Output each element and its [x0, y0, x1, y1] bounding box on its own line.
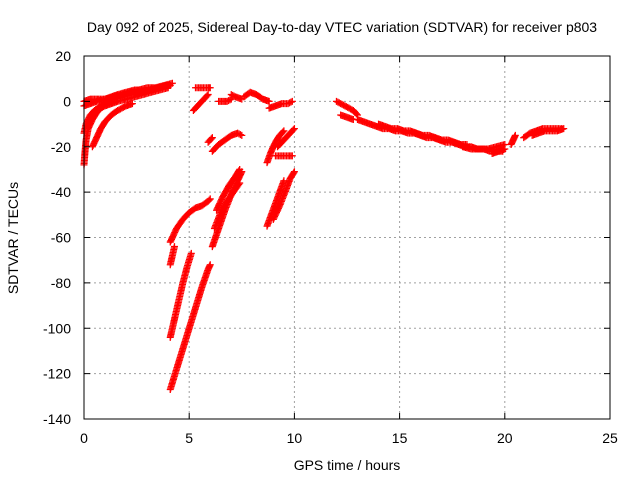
data-point [290, 169, 298, 177]
data-point [206, 84, 214, 92]
y-tick-label: -100 [43, 320, 71, 336]
y-axis-label: SDTVAR / TECUs [5, 182, 21, 294]
x-tick-label: 25 [602, 430, 618, 446]
x-tick-label: 10 [287, 430, 303, 446]
plot-frame [83, 55, 611, 420]
data-point [290, 125, 298, 133]
data-point [279, 128, 287, 136]
y-tick-label: -40 [51, 184, 71, 200]
data-point [280, 127, 288, 135]
data-point [352, 110, 360, 118]
x-tick-label: 5 [185, 430, 193, 446]
data-point [236, 165, 244, 173]
data-point [226, 96, 234, 104]
y-tick-label: -140 [43, 411, 71, 427]
y-tick-label: -120 [43, 366, 71, 382]
data-point [187, 249, 195, 257]
data-point [290, 168, 298, 176]
data-point [511, 131, 519, 139]
y-tick-label: 0 [63, 93, 71, 109]
data-point [206, 195, 214, 203]
grid-lines [84, 56, 610, 419]
y-tick-label: -60 [51, 230, 71, 246]
chart-title: Day 092 of 2025, Sidereal Day-to-day VTE… [87, 19, 597, 35]
data-point [238, 131, 246, 139]
data-point [204, 91, 212, 99]
data-point [205, 196, 213, 204]
data-point [235, 180, 243, 188]
data-point [168, 79, 176, 87]
data-point [128, 100, 136, 108]
axis-ticks: -140 -120 -100 -80 -60 -40 -20 0 20 0 5 10 15 20 25 [43, 48, 618, 446]
data-point [287, 98, 295, 106]
data-point [139, 86, 147, 94]
data-point [207, 135, 215, 143]
x-axis-label: GPS time / hours [294, 457, 401, 473]
y-tick-label: -20 [51, 139, 71, 155]
data-point [206, 261, 214, 269]
data-point [560, 125, 568, 133]
data-points [80, 79, 568, 394]
data-point [288, 152, 296, 160]
data-point [501, 145, 509, 153]
data-point [203, 92, 211, 100]
x-tick-label: 15 [392, 430, 408, 446]
x-tick-label: 0 [80, 430, 88, 446]
data-point [289, 126, 297, 134]
data-point [170, 243, 178, 251]
data-point [208, 134, 216, 142]
y-tick-label: 20 [55, 48, 71, 64]
x-tick-label: 20 [497, 430, 513, 446]
y-tick-label: -80 [51, 275, 71, 291]
data-point [236, 179, 244, 187]
data-point [288, 97, 296, 105]
data-point [265, 97, 273, 105]
data-point [236, 131, 244, 139]
data-point [235, 167, 243, 175]
